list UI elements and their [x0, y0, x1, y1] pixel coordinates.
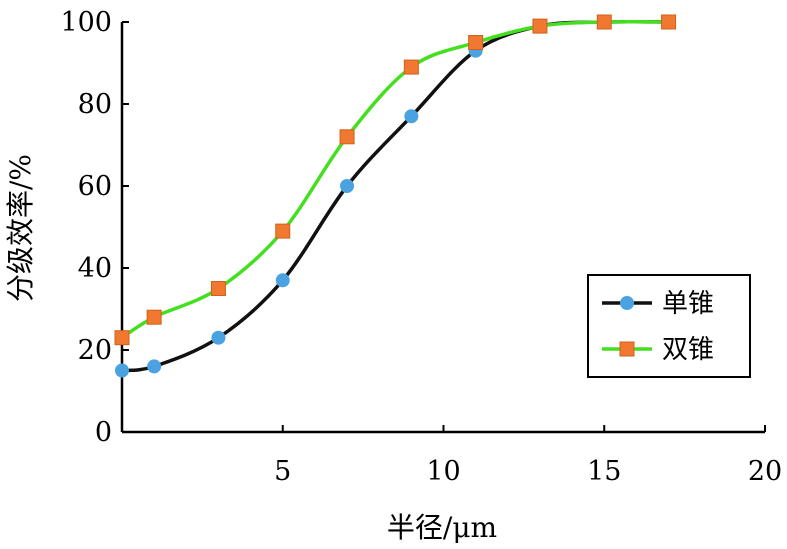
y-tick-label: 80: [78, 89, 112, 120]
series-line: [121, 19, 669, 373]
legend-item-1: 单锥: [602, 289, 714, 319]
y-tick-label: 0: [95, 417, 112, 448]
data-point: [596, 14, 612, 30]
legend-marker: [619, 341, 635, 357]
data-point: [532, 18, 548, 34]
data-point: [468, 35, 484, 50]
y-tick-label: 100: [60, 7, 112, 38]
series-layer: [114, 14, 677, 378]
data-point: [210, 281, 226, 296]
data-point: [147, 359, 162, 374]
data-point: [403, 59, 419, 75]
data-point: [340, 179, 355, 193]
x-tick-label: 15: [587, 456, 621, 487]
series-2: [114, 14, 677, 346]
y-tick-label: 20: [78, 335, 112, 366]
data-point: [275, 223, 291, 239]
data-point: [211, 330, 226, 345]
y-tick-label: 60: [78, 171, 112, 202]
x-tick-label: 5: [274, 456, 291, 487]
x-tick-label: 10: [426, 456, 460, 487]
data-point: [146, 309, 162, 325]
tick-labels: 0 20 40 60 80 100 5 10 15 20: [60, 7, 782, 487]
data-point: [115, 363, 129, 378]
y-tick-label: 40: [78, 253, 112, 284]
data-point: [661, 14, 677, 30]
series-line: [121, 19, 669, 340]
legend-marker: [620, 296, 634, 310]
legend-item-2: 双锥: [602, 335, 714, 365]
y-axis-label: 分级效率/%: [4, 154, 37, 302]
x-tick-label: 20: [748, 456, 782, 487]
legend-box: [587, 274, 751, 378]
data-point: [404, 109, 419, 124]
legend-label: 单锥: [662, 289, 714, 319]
x-axis-label: 半径/μm: [387, 511, 497, 544]
data-point: [339, 129, 355, 145]
data-point: [275, 273, 290, 288]
data-point: [114, 330, 130, 346]
legend-label: 双锥: [662, 335, 714, 365]
